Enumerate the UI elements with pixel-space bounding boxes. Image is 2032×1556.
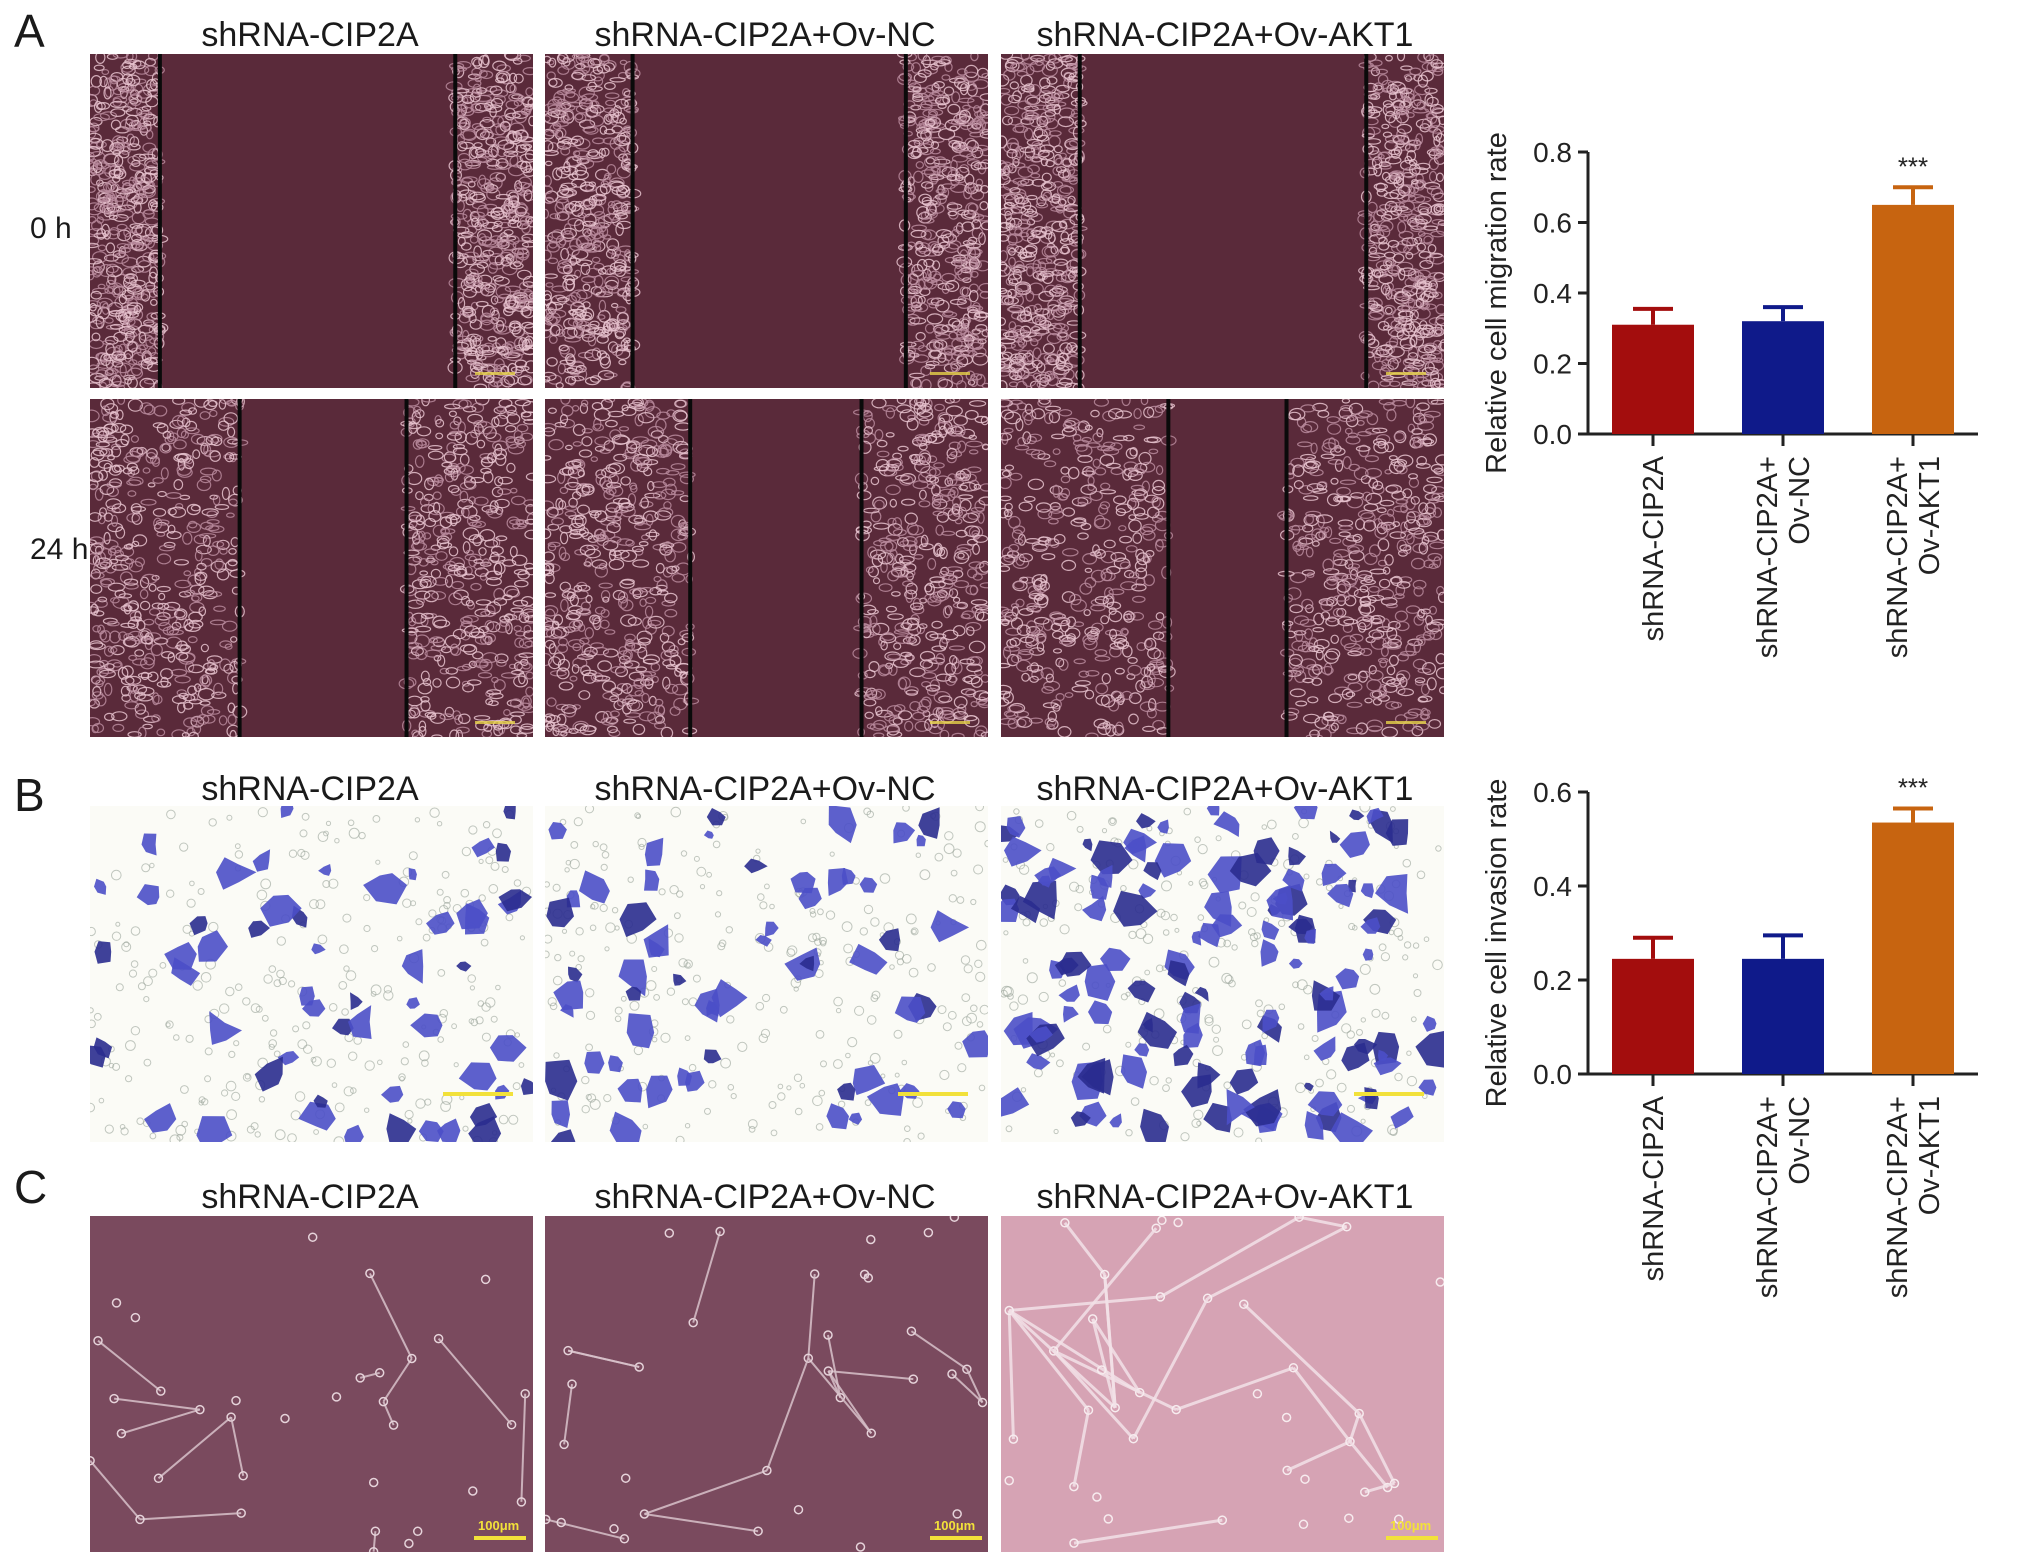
x-tick-label: Ov-AKT1	[1914, 1096, 1946, 1215]
wound-healing-image	[545, 54, 988, 388]
wound-healing-image	[1001, 399, 1444, 737]
panel-a-row-label: 0 h	[30, 212, 72, 245]
x-tick-label: Ov-NC	[1784, 456, 1816, 545]
y-tick-label: 0.6	[1533, 208, 1572, 239]
panel-a-column-title: shRNA-CIP2A+Ov-NC	[594, 16, 936, 54]
x-tick-label: shRNA-CIP2A+	[1882, 1096, 1914, 1298]
y-tick-label: 0.0	[1533, 419, 1572, 450]
y-axis-label: Relative cell migration rate	[1481, 132, 1513, 474]
bar	[1872, 204, 1954, 434]
transwell-invasion-image	[545, 806, 988, 1142]
tube-formation-image	[1001, 1216, 1444, 1552]
significance-label: ***	[1898, 772, 1928, 802]
panel-letter-c: C	[14, 1161, 48, 1213]
bar	[1612, 324, 1694, 434]
transwell-invasion-image	[1001, 806, 1444, 1142]
y-tick-label: 0.8	[1533, 137, 1572, 168]
scale-bar	[1386, 1536, 1438, 1540]
transwell-invasion-image	[90, 806, 533, 1142]
x-tick-label: shRNA-CIP2A+	[1752, 456, 1784, 658]
bar	[1872, 822, 1954, 1074]
y-tick-label: 0.6	[1533, 777, 1572, 808]
panel-b-column-title: shRNA-CIP2A+Ov-AKT1	[1036, 770, 1414, 808]
wound-healing-image	[90, 54, 533, 388]
bar	[1742, 958, 1824, 1074]
invasion-rate-bar-chart: 0.0 0.2 0.4 0.6 Relative cell invasion rate s…	[1481, 772, 1978, 1298]
x-tick-label: Ov-AKT1	[1914, 456, 1946, 575]
x-tick-label: shRNA-CIP2A	[1638, 455, 1670, 641]
wound-healing-image	[90, 399, 533, 737]
panel-c-column-title: shRNA-CIP2A	[201, 1178, 419, 1216]
bar	[1612, 958, 1694, 1074]
panel-a-column-title: shRNA-CIP2A+Ov-AKT1	[1036, 16, 1414, 54]
x-tick-label: shRNA-CIP2A+	[1752, 1096, 1784, 1298]
scale-bar-label: 100μm	[1390, 1518, 1432, 1533]
scale-bar-label: 100μm	[934, 1518, 976, 1533]
x-tick-label: shRNA-CIP2A+	[1882, 456, 1914, 658]
tube-formation-image	[545, 1216, 988, 1552]
panel-a-column-title: shRNA-CIP2A	[201, 16, 419, 54]
wound-healing-image	[1001, 54, 1444, 388]
y-axis-label: Relative cell invasion rate	[1481, 779, 1513, 1108]
x-tick-label: Ov-NC	[1784, 1096, 1816, 1185]
migration-rate-bar-chart: 0.0 0.2 0.4 0.6 0.8 Relative cell migration r…	[1481, 132, 1978, 658]
wound-healing-image	[545, 399, 988, 737]
bar	[1742, 321, 1824, 434]
scale-bar-label: 100μm	[478, 1518, 520, 1533]
y-tick-label: 0.4	[1533, 278, 1572, 309]
panel-letter-b: B	[14, 769, 45, 821]
scale-bar	[474, 1536, 526, 1540]
y-tick-label: 0.4	[1533, 871, 1572, 902]
scale-bar	[930, 1536, 982, 1540]
panel-b-column-title: shRNA-CIP2A+Ov-NC	[594, 770, 936, 808]
y-tick-label: 0.0	[1533, 1059, 1572, 1090]
panel-letter-a: A	[14, 5, 45, 57]
tube-formation-image	[90, 1216, 533, 1552]
y-tick-label: 0.2	[1533, 965, 1572, 996]
y-tick-label: 0.2	[1533, 349, 1572, 380]
x-tick-label: shRNA-CIP2A	[1638, 1095, 1670, 1281]
panel-c-column-title: shRNA-CIP2A+Ov-AKT1	[1036, 1178, 1414, 1216]
significance-label: ***	[1898, 151, 1928, 181]
panel-a-row-label: 24 h	[30, 533, 89, 566]
panel-c-column-title: shRNA-CIP2A+Ov-NC	[594, 1178, 936, 1216]
panel-b-column-title: shRNA-CIP2A	[201, 770, 419, 808]
